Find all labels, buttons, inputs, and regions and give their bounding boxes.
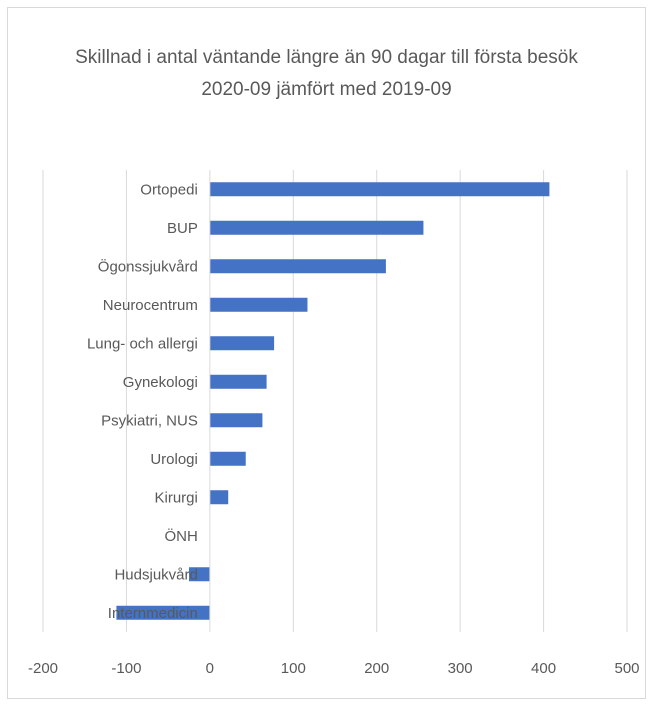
chart-frame	[7, 7, 646, 699]
x-tick-label: -200	[28, 660, 58, 677]
chart-title-block: Skillnad i antal väntande längre än 90 d…	[0, 42, 653, 106]
x-tick-label: 300	[448, 660, 473, 677]
gridlines	[42, 170, 628, 632]
x-tick-label: 200	[364, 660, 389, 677]
x-tick-label: 0	[206, 660, 214, 677]
category-label: Internmedicin	[108, 605, 198, 622]
category-label: Psykiatri, NUS	[101, 412, 198, 429]
x-tick-label: -100	[111, 660, 141, 677]
category-label: Hudsjukvård	[114, 566, 197, 583]
bar	[209, 374, 267, 389]
chart-subtitle: 2020-09 jämfört med 2019-09	[201, 79, 452, 100]
category-label: ÖNH	[165, 527, 198, 545]
category-label: Gynekologi	[123, 374, 198, 391]
bar	[209, 413, 263, 428]
x-tick-label: 100	[281, 660, 306, 677]
bar	[209, 182, 550, 197]
bar	[116, 605, 210, 620]
category-label: BUP	[167, 220, 198, 237]
bar	[209, 336, 275, 351]
chart-title: Skillnad i antal väntande längre än 90 d…	[75, 47, 578, 68]
x-tick-label: 500	[614, 660, 639, 677]
category-label: Kirurgi	[154, 489, 197, 506]
category-label: Urologi	[150, 451, 198, 468]
bars	[116, 182, 550, 620]
bar	[209, 259, 386, 274]
category-label: Ortopedi	[140, 181, 198, 198]
category-labels: Ortopedi BUP Ögonssjukvård Neurocentrum Lung…	[87, 181, 198, 622]
category-label: Lung- och allergi	[87, 335, 198, 352]
x-tick-labels: -200 -100 0 100 200 300 400 500	[28, 660, 640, 677]
category-label: Ögonssjukvård	[98, 257, 198, 275]
bar	[189, 567, 210, 582]
x-tick-label: 400	[531, 660, 556, 677]
category-label: Neurocentrum	[103, 297, 198, 314]
bar	[209, 297, 308, 312]
bar	[209, 220, 424, 235]
bar	[209, 490, 229, 505]
bar	[209, 451, 246, 466]
